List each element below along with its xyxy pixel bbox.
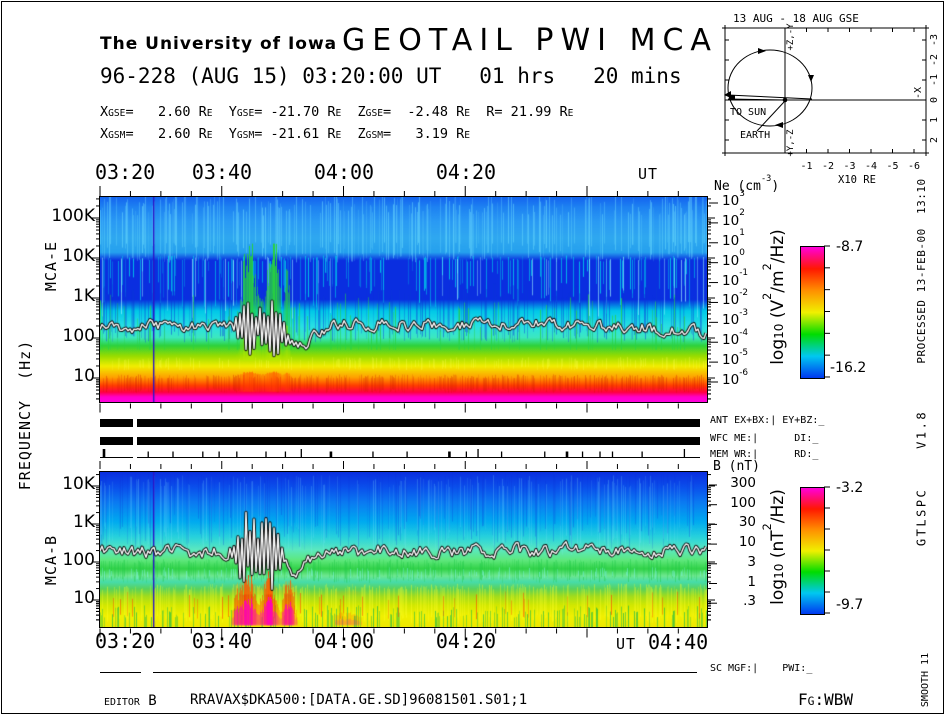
orbit-x-tick-label: -5 (886, 161, 898, 172)
orbit-arrow (808, 75, 814, 82)
mca-e-freq-tick-label: 10 (73, 366, 95, 386)
time-label-top: 04:00 (313, 160, 375, 184)
orbit-y-tick-label: -2 (929, 54, 940, 66)
mca-b-colorbar-label: log10 (nT2/Hz) (761, 489, 789, 605)
mca-e-colorbar-max: -8.7 (836, 239, 864, 255)
orbit-y-tick-label: 1 (929, 117, 940, 123)
b-scale-tick-label: 100 (730, 494, 756, 511)
mca-e-freq-tick-label: 10K (62, 246, 95, 266)
orbit-x-tick-label: -6 (908, 161, 920, 172)
mca-e-colorbar-label: log10 (V2/m2/Hz) (761, 229, 789, 365)
orbit-x-tick-label: -1 (800, 161, 812, 172)
ne-scale-tick-label: 101 (722, 228, 745, 249)
orbit-axis-bottom-label: +Y,-Z (786, 129, 796, 157)
orbit-y-tick-label: -1 (929, 74, 940, 86)
page-title: GEOTAIL PWI MCA (342, 23, 718, 58)
orbit-arrow (775, 122, 783, 128)
ne-scale-tick-label: 10-6 (722, 367, 749, 388)
processed-timestamp: PROCESSED 13-FEB-00 13:10 (915, 178, 929, 364)
wfc-status-label: WFC ME:| DI:_ (710, 433, 819, 444)
time-label-top: 03:20 (95, 160, 156, 184)
mca-b-colorbar (800, 487, 825, 615)
time-label-top: 04:20 (435, 160, 497, 184)
fg-label: FG:WBW (798, 690, 854, 709)
mca-e-freq-tick-label: 100 (62, 326, 95, 346)
ut-label-bottom: UT (616, 635, 637, 653)
mca-e-colorbar (800, 246, 825, 379)
orbit-ticks: -1 -2 -3 -4 -5 -6 -3 -2 -1 0 1 2 (722, 25, 940, 172)
b-scale-tick-label: 1 (747, 573, 756, 590)
b-scale-title: B (nT) (713, 459, 760, 474)
institution-label: The University of Iowa (100, 34, 338, 54)
to-sun-label: TO SUN (730, 107, 766, 118)
time-label-bottom: 03:20 (95, 629, 156, 653)
gse-coordinates: XGSE= 2.60 RE YGSE= -21.70 RE ZGSE= -2.4… (100, 104, 574, 120)
mca-e-spectrogram (99, 196, 708, 403)
orbit-y-tick-label: -3 (929, 34, 940, 46)
smooth-label: SMOOTH 11 (919, 652, 931, 708)
mca-b-freq-tick-label: 10 (73, 588, 95, 608)
wfc-status-bar (100, 437, 700, 445)
mca-b-colorbar-min: -9.7 (836, 597, 864, 613)
frequency-axis-label: FREQUENCY (Hz) (16, 339, 35, 491)
orbit-title: 13 AUG - 18 AUG GSE (733, 12, 859, 25)
ne-scale-tick-label: 100 (722, 248, 745, 269)
time-label-bottom: 04:00 (313, 629, 375, 653)
orbit-y-tick-label: 2 (929, 137, 940, 143)
dateline: 96-228 (AUG 15) 03:20:00 UT 01 hrs 20 mi… (100, 64, 682, 88)
orbit-axis-right-label: -X (913, 87, 924, 99)
spacecraft-marker (730, 95, 735, 100)
sunward-arrow (724, 91, 731, 98)
mca-e-colorbar-min: -16.2 (830, 360, 867, 376)
ne-scale-tick-label: 102 (722, 208, 745, 229)
b-scale-tick-label: .3 (743, 593, 756, 610)
time-label-top: 03:40 (191, 160, 253, 184)
ne-scale-tick-label: 10-4 (722, 327, 749, 349)
orbit-scale-label: X10 RE (838, 174, 876, 186)
ant-status-bar (100, 419, 700, 427)
end-time-label: 04:40 (648, 630, 709, 654)
mca-b-colorbar-max: -3.2 (836, 480, 864, 496)
sc-status-label: SC MGF:| PWI:_ (710, 663, 813, 674)
mca-e-freq-tick-label: 100K (51, 206, 95, 226)
ne-scale-tick-label: 10-3 (722, 307, 749, 329)
data-file-path: RRAVAX$DKA500:[DATA.GE.SD]96081501.S01;1 (190, 692, 528, 708)
orbit-arrow (758, 48, 766, 54)
editor-label: EDITOR B (104, 693, 157, 709)
gsm-coordinates: XGSM= 2.60 RE YGSM= -21.61 RE ZGSM= 3.19… (100, 126, 471, 142)
ne-scale-title: Ne (cm-3) (714, 173, 780, 194)
b-scale-tick-label: 30 (738, 514, 756, 531)
orbit-x-tick-label: -4 (865, 161, 877, 172)
b-scale-tick-label: 10 (738, 534, 756, 551)
b-scale-tick-label: 3 (747, 553, 756, 570)
time-label-bottom: 04:20 (435, 629, 497, 653)
orbit-axis-top-label: +Z,-Y (786, 23, 796, 51)
ne-scale-tick-label: 103 (722, 188, 745, 209)
mca-b-freq-tick-label: 1K (73, 512, 95, 532)
program-version-label: GTLSPC V1.8 (914, 409, 929, 547)
mca-b-spectrogram (99, 471, 708, 628)
ne-scale-tick-label: 10-1 (722, 268, 749, 289)
orbit-x-tick-label: -2 (822, 161, 834, 172)
mca-b-freq-tick-label: 10K (62, 474, 95, 494)
mem-status-label: MEM WR:| RD:_ (710, 449, 819, 460)
b-scale-tick-label: 300 (730, 475, 756, 491)
orbit-inset-plot: 13 AUG - 18 AUG GSE TO SUN EARTH +Z,-Y +… (722, 12, 940, 186)
earth-label: EARTH (740, 130, 770, 141)
earth-dot (782, 97, 788, 103)
orbit-y-tick-label: 0 (929, 97, 940, 103)
time-label-bottom: 03:40 (191, 629, 253, 653)
mca-e-freq-tick-label: 1K (73, 286, 95, 306)
mca-b-freq-tick-label: 100 (62, 550, 95, 570)
ne-scale-tick-label: 10-2 (722, 287, 749, 309)
orbit-x-tick-label: -3 (843, 161, 855, 172)
ne-scale-tick-label: 10-5 (722, 347, 749, 369)
ant-status-label: ANT EX+BX:| EY+BZ:_ (710, 415, 825, 426)
ut-label-top: UT (638, 165, 659, 183)
